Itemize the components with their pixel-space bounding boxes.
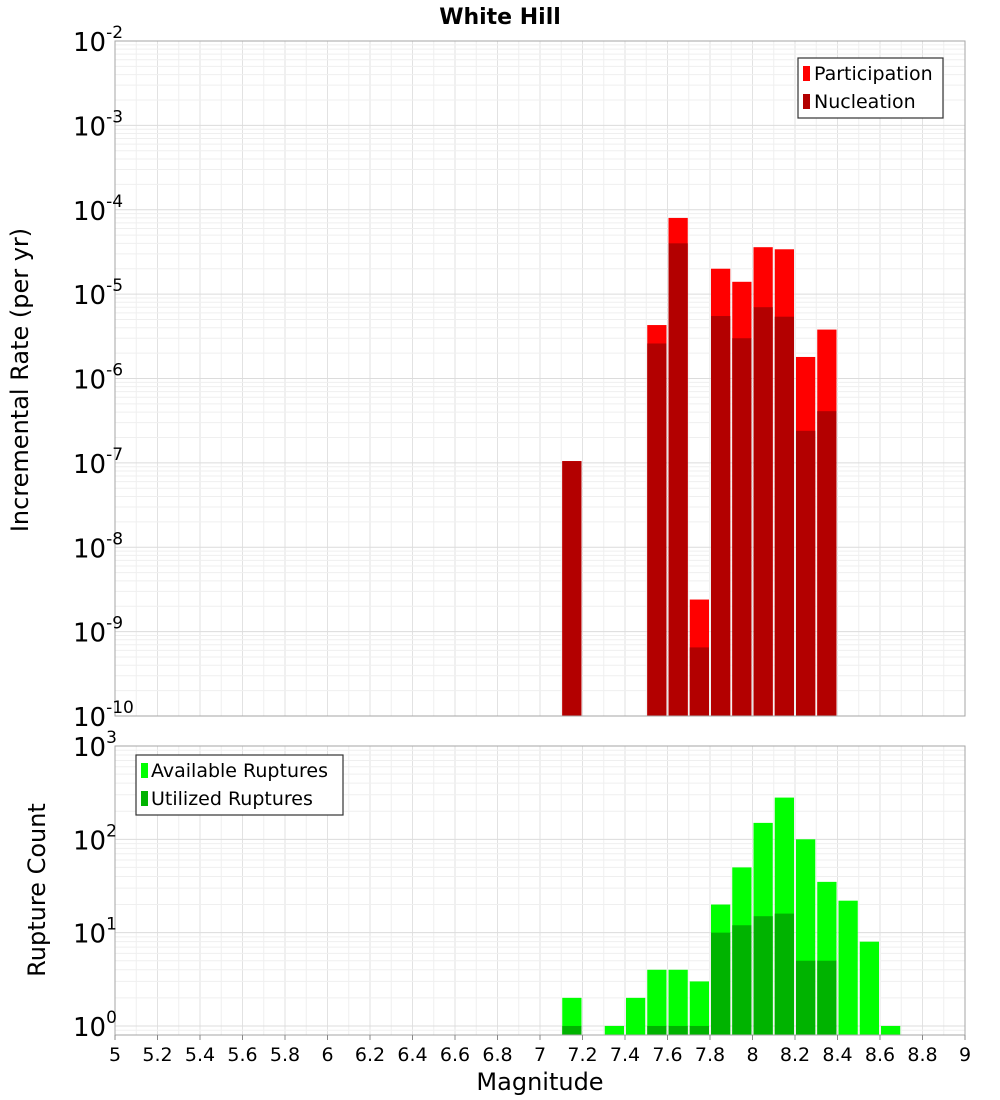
bottom-plot: 100 101 102 103 5 5.2 5.4 5.6 5.8 6 6.2 6.4 6.6 6.8 7… — [23, 728, 971, 1096]
bottom-bar-available-ruptures — [881, 1025, 901, 1035]
x-tick-label: 6.2 — [355, 1044, 385, 1066]
top-bar-nucleation — [796, 430, 816, 716]
top-y-axis-label: Incremental Rate (per yr) — [6, 228, 34, 532]
bottom-bar-utilized-ruptures — [817, 960, 837, 1035]
top-y-tick-label: 10-8 — [73, 529, 123, 564]
bottom-bar-available-ruptures — [838, 900, 858, 1035]
bottom-y-axis-label: Rupture Count — [23, 803, 51, 977]
top-y-tick-label: 10-5 — [73, 276, 123, 311]
bottom-y-tick-label: 101 — [73, 915, 117, 950]
top-y-tick-label: 10-3 — [73, 107, 123, 142]
bottom-bar-available-ruptures — [562, 997, 582, 1035]
top-bar-nucleation — [732, 338, 752, 716]
bottom-bar-available-ruptures — [689, 981, 709, 1035]
bottom-bar-available-ruptures — [668, 969, 688, 1035]
top-bar-nucleation — [711, 316, 731, 716]
x-tick-label: 6 — [321, 1044, 333, 1066]
legend-label-available: Available Ruptures — [151, 760, 328, 782]
top-y-tick-label: 10-4 — [73, 192, 123, 227]
bottom-bar-utilized-ruptures — [562, 1025, 582, 1035]
x-tick-label: 8.4 — [822, 1044, 852, 1066]
top-y-tick-label: 10-9 — [73, 614, 123, 649]
top-plot-border — [114, 40, 966, 717]
x-tick-label: 8.6 — [865, 1044, 895, 1066]
top-plot: 10-10 10-9 10-8 10-7 10-6 10-5 10-4 10-3 10-2 In… — [6, 23, 966, 733]
x-ticks: 5 5.2 5.4 5.6 5.8 6 6.2 6.4 6.6 6.8 7 7.2 7.4 7.6 7.8 8… — [109, 1035, 971, 1066]
top-bar-nucleation — [817, 411, 837, 716]
x-axis-label: Magnitude — [476, 1068, 603, 1096]
x-tick-label: 6.6 — [440, 1044, 470, 1066]
chart-title: White Hill — [439, 5, 561, 30]
bottom-legend-box — [135, 754, 344, 816]
top-grid — [114, 40, 966, 717]
x-tick-label: 7 — [534, 1044, 546, 1066]
bottom-bar-utilized-ruptures — [753, 916, 773, 1035]
top-bar-nucleation — [774, 316, 794, 716]
x-tick-label: 7.6 — [652, 1044, 682, 1066]
x-tick-label: 5.2 — [142, 1044, 172, 1066]
x-tick-label: 6.8 — [482, 1044, 512, 1066]
bottom-bars — [562, 797, 901, 1035]
top-y-tick-label: 10-10 — [73, 698, 134, 733]
legend-label-utilized: Utilized Ruptures — [151, 788, 313, 810]
bottom-y-ticks: 100 101 102 103 — [73, 728, 117, 1043]
bottom-legend: Available Ruptures Utilized Ruptures — [135, 754, 344, 816]
bottom-bar-utilized-ruptures — [668, 1025, 688, 1035]
bottom-bar-available-ruptures — [626, 997, 646, 1035]
x-tick-label: 6.4 — [397, 1044, 427, 1066]
bottom-bar-utilized-ruptures — [711, 932, 731, 1035]
legend-swatch-participation — [803, 66, 810, 81]
top-legend: Participation Nucleation — [797, 57, 944, 119]
x-tick-label: 7.4 — [610, 1044, 640, 1066]
top-y-ticks: 10-10 10-9 10-8 10-7 10-6 10-5 10-4 10-3 10-2 — [73, 23, 134, 733]
top-bar-nucleation — [647, 343, 667, 716]
bottom-bar-available-ruptures — [859, 941, 879, 1035]
bottom-bar-utilized-ruptures — [647, 1025, 667, 1035]
legend-swatch-nucleation — [803, 94, 810, 109]
x-tick-label: 9 — [959, 1044, 971, 1066]
bottom-bar-utilized-ruptures — [689, 1025, 709, 1035]
x-tick-label: 8.8 — [907, 1044, 937, 1066]
x-tick-label: 7.8 — [695, 1044, 725, 1066]
bottom-bar-utilized-ruptures — [732, 925, 752, 1035]
x-tick-label: 8.2 — [780, 1044, 810, 1066]
top-y-tick-label: 10-6 — [73, 361, 123, 396]
legend-swatch-utilized — [141, 791, 148, 806]
bottom-bar-utilized-ruptures — [796, 960, 816, 1035]
top-bar-nucleation — [689, 647, 709, 716]
bottom-y-tick-label: 103 — [73, 728, 117, 763]
top-legend-box — [797, 57, 944, 119]
legend-swatch-available — [141, 763, 148, 778]
top-y-tick-label: 10-7 — [73, 445, 123, 480]
bottom-y-tick-label: 102 — [73, 821, 117, 856]
x-tick-label: 5 — [109, 1044, 121, 1066]
bottom-y-tick-label: 100 — [73, 1008, 117, 1043]
top-bars — [562, 217, 837, 717]
bottom-bar-available-ruptures — [647, 969, 667, 1035]
top-bar-nucleation — [753, 307, 773, 716]
x-tick-label: 5.8 — [270, 1044, 300, 1066]
top-bar-nucleation — [562, 461, 582, 716]
x-tick-label: 5.4 — [185, 1044, 215, 1066]
legend-label-participation: Participation — [814, 63, 933, 85]
top-y-tick-label: 10-2 — [73, 23, 123, 58]
bottom-bar-available-ruptures — [604, 1025, 624, 1035]
legend-label-nucleation: Nucleation — [814, 91, 916, 113]
x-tick-label: 5.6 — [227, 1044, 257, 1066]
x-tick-label: 8 — [746, 1044, 758, 1066]
bottom-bar-utilized-ruptures — [774, 913, 794, 1035]
x-tick-label: 7.2 — [567, 1044, 597, 1066]
top-bar-nucleation — [668, 243, 688, 717]
